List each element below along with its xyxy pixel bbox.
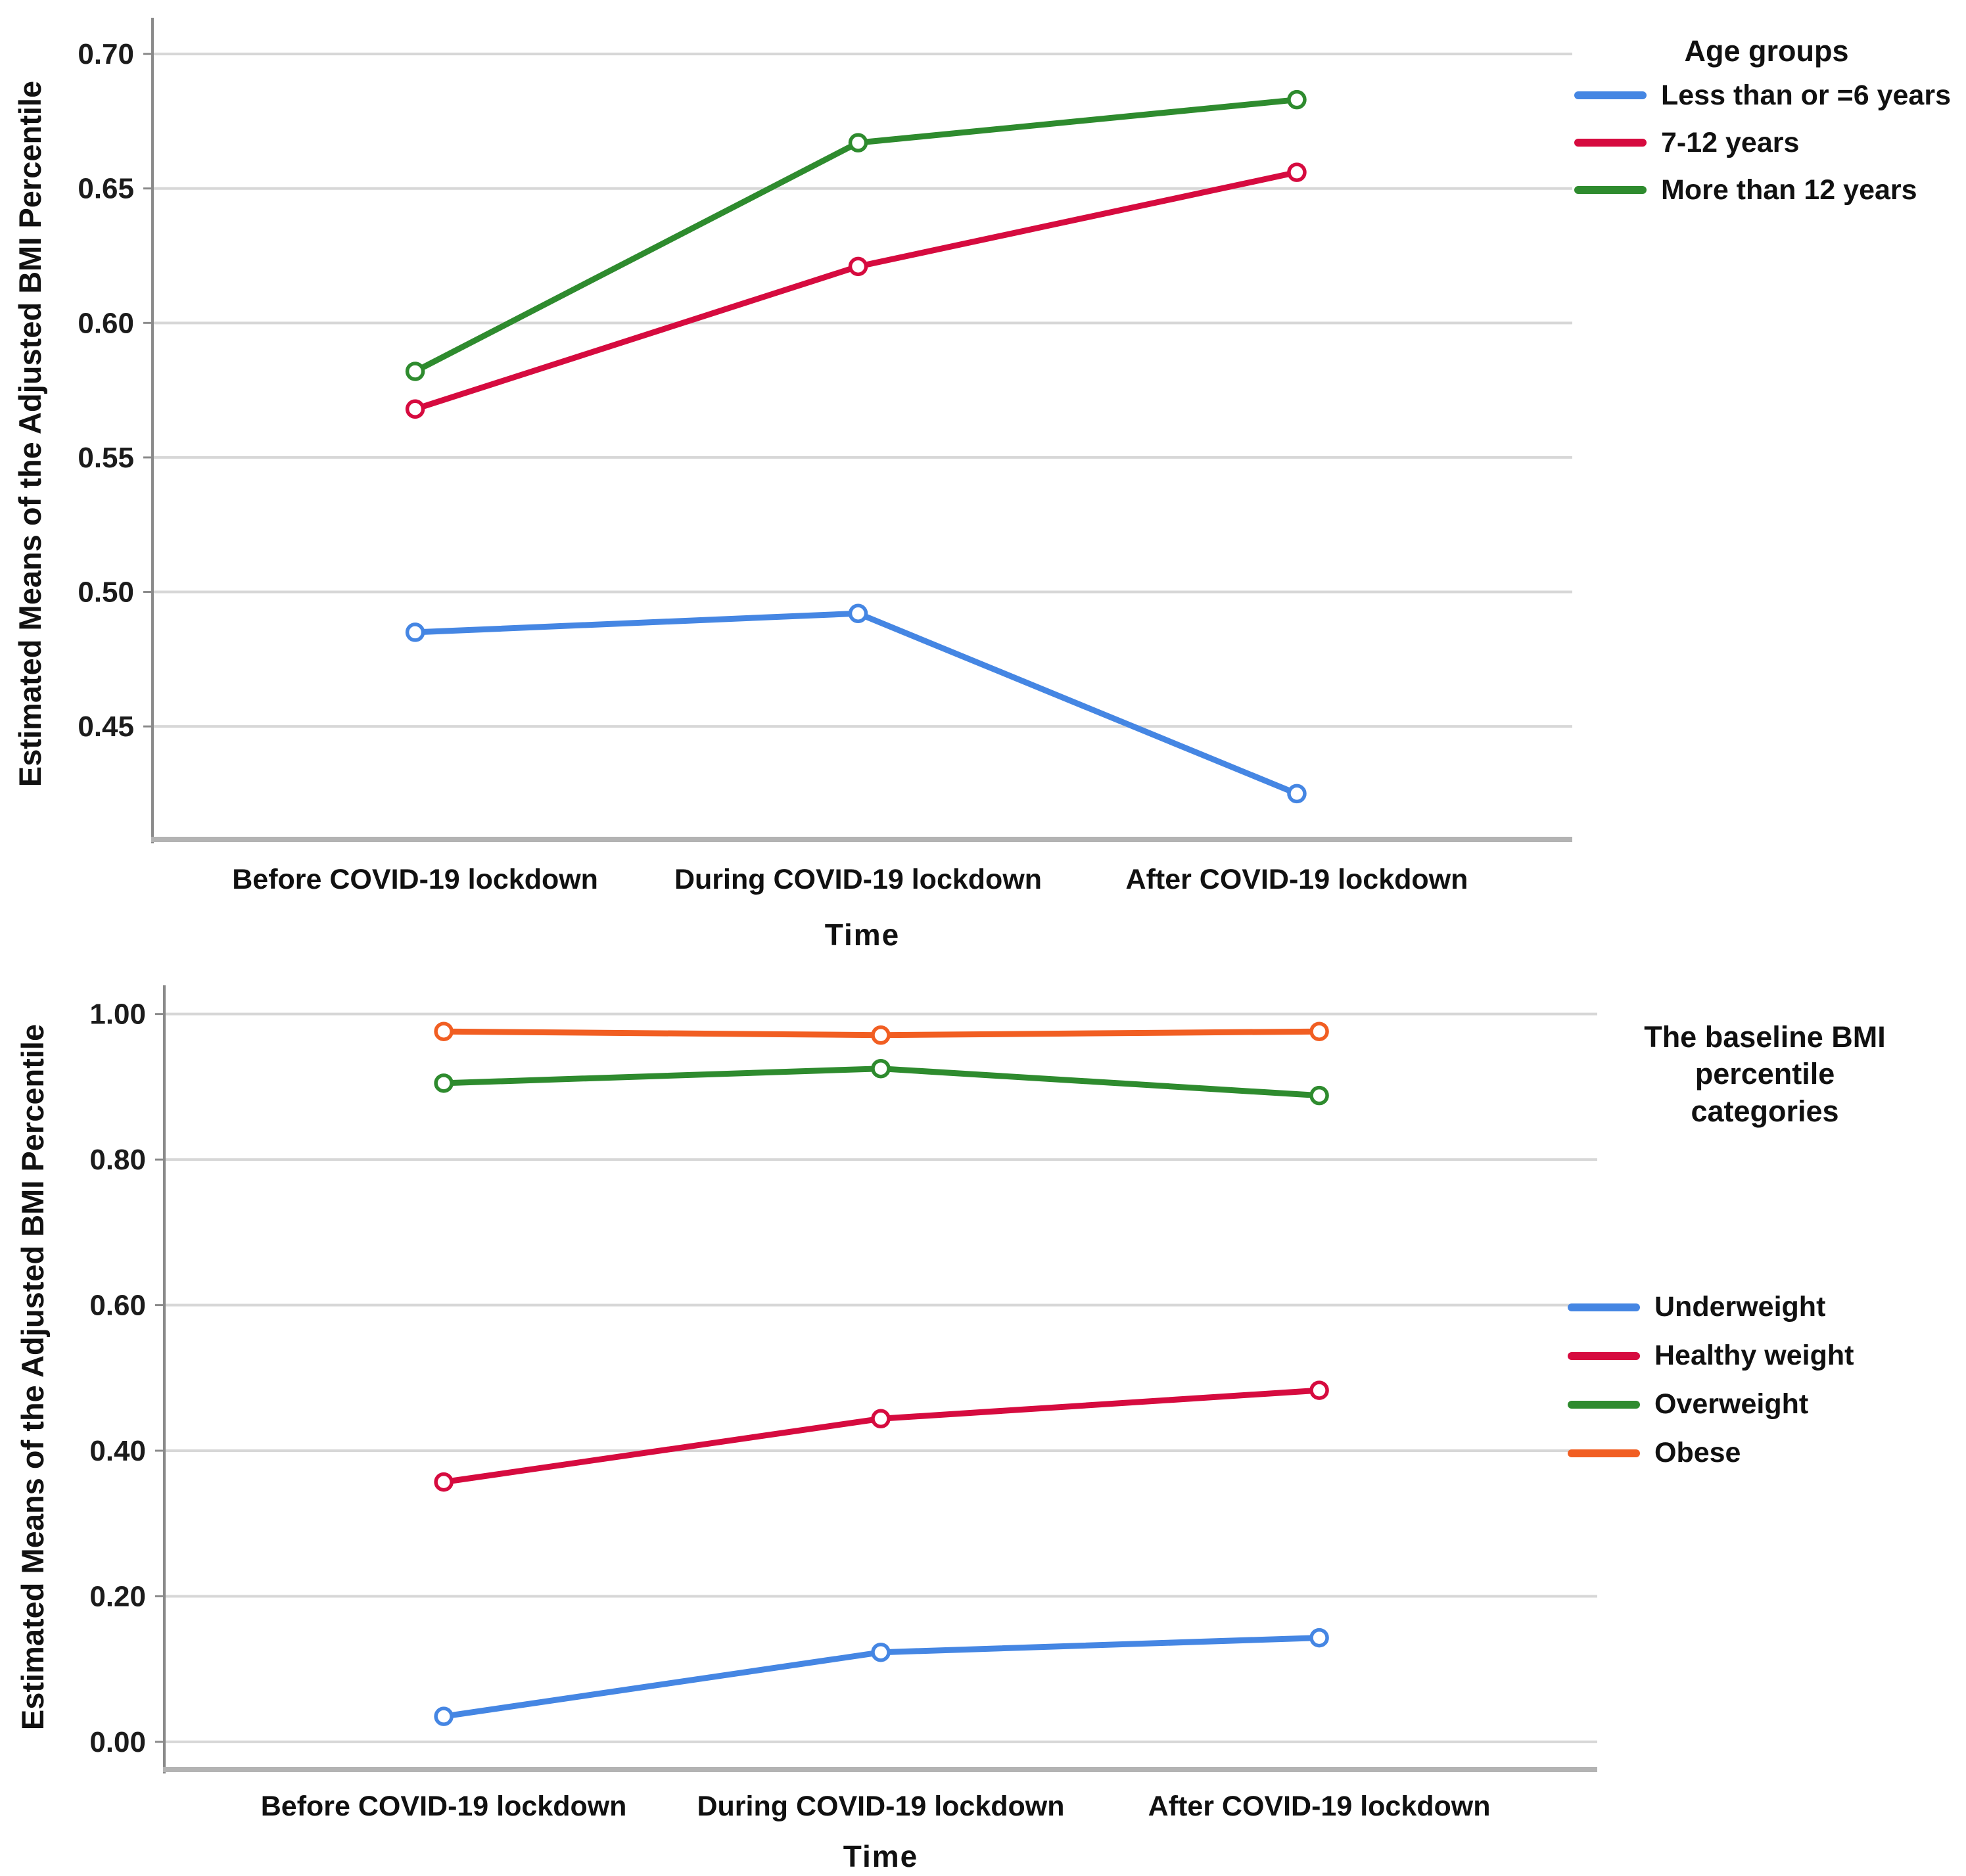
legend-label: Overweight	[1654, 1388, 1809, 1420]
legend-title: The baseline BMI percentile categories	[1644, 1020, 1886, 1128]
legend-swatch-icon	[1568, 1449, 1640, 1457]
svg-text:Before COVID-19 lockdown: Before COVID-19 lockdown	[261, 1791, 627, 1822]
legend-item: 7-12 years	[1574, 126, 1959, 159]
svg-text:0.45: 0.45	[78, 711, 134, 743]
legend-swatch-icon	[1568, 1351, 1640, 1360]
svg-text:During COVID-19 lockdown: During COVID-19 lockdown	[674, 864, 1042, 895]
svg-text:0.65: 0.65	[78, 173, 134, 205]
legend-swatch-icon	[1574, 186, 1647, 195]
svg-text:0.80: 0.80	[89, 1144, 146, 1176]
legend-item: Underweight	[1568, 1291, 1962, 1324]
legend-swatch-icon	[1568, 1303, 1640, 1311]
svg-text:0.60: 0.60	[78, 307, 134, 339]
svg-text:0.00: 0.00	[89, 1726, 146, 1758]
svg-text:Before COVID-19 lockdown: Before COVID-19 lockdown	[232, 864, 598, 895]
legend-label: Obese	[1654, 1437, 1741, 1469]
legend-bmi-categories: The baseline BMI percentile categories U…	[1568, 1019, 1962, 1470]
legend-item: More than 12 years	[1574, 174, 1959, 206]
y-axis-title-top: Estimated Means of the Adjusted BMI Perc…	[12, 80, 47, 787]
legend-item: Healthy weight	[1568, 1340, 1962, 1372]
svg-text:0.20: 0.20	[89, 1580, 146, 1612]
legend-label: 7-12 years	[1661, 126, 1800, 158]
svg-text:0.60: 0.60	[89, 1290, 146, 1322]
legend-item: Less than or =6 years	[1574, 79, 1959, 112]
legend-items: Less than or =6 years 7-12 years More th…	[1574, 79, 1959, 206]
legend-label: Healthy weight	[1654, 1340, 1854, 1372]
svg-text:0.55: 0.55	[78, 442, 134, 474]
legend-swatch-icon	[1574, 139, 1647, 147]
legend-label: More than 12 years	[1661, 174, 1917, 206]
svg-text:0.70: 0.70	[78, 38, 134, 70]
svg-text:After COVID-19 lockdown: After COVID-19 lockdown	[1126, 864, 1468, 895]
y-axis-title-bottom: Estimated Means of the Adjusted BMI Perc…	[15, 1023, 50, 1731]
legend-label: Underweight	[1654, 1291, 1826, 1323]
legend-title: Age groups	[1684, 34, 1849, 68]
legend-item: Obese	[1568, 1437, 1962, 1470]
svg-text:0.40: 0.40	[89, 1435, 146, 1467]
legend-age-groups: Age groups Less than or =6 years 7-12 ye…	[1574, 33, 1959, 206]
legend-items: Underweight Healthy weight Overweight Ob…	[1568, 1291, 1962, 1470]
svg-text:Time: Time	[825, 918, 901, 952]
legend-label: Less than or =6 years	[1661, 79, 1951, 111]
legend-swatch-icon	[1568, 1400, 1640, 1409]
line-chart-age-groups: 0.45 0.50 0.55 0.60 0.65 0.70 Before COVID-19 …	[78, 18, 1572, 952]
line-chart-bmi-categories: 0.00 0.20 0.40 0.60 0.80 1.00 Before COVID-19 …	[89, 985, 1597, 1873]
legend-item: Overweight	[1568, 1388, 1962, 1421]
svg-text:1.00: 1.00	[89, 998, 146, 1031]
legend-swatch-icon	[1574, 91, 1647, 100]
svg-text:During COVID-19 lockdown: During COVID-19 lockdown	[697, 1791, 1064, 1822]
svg-text:Time: Time	[843, 1839, 919, 1873]
svg-text:After COVID-19 lockdown: After COVID-19 lockdown	[1148, 1791, 1491, 1822]
svg-text:0.50: 0.50	[78, 576, 134, 609]
